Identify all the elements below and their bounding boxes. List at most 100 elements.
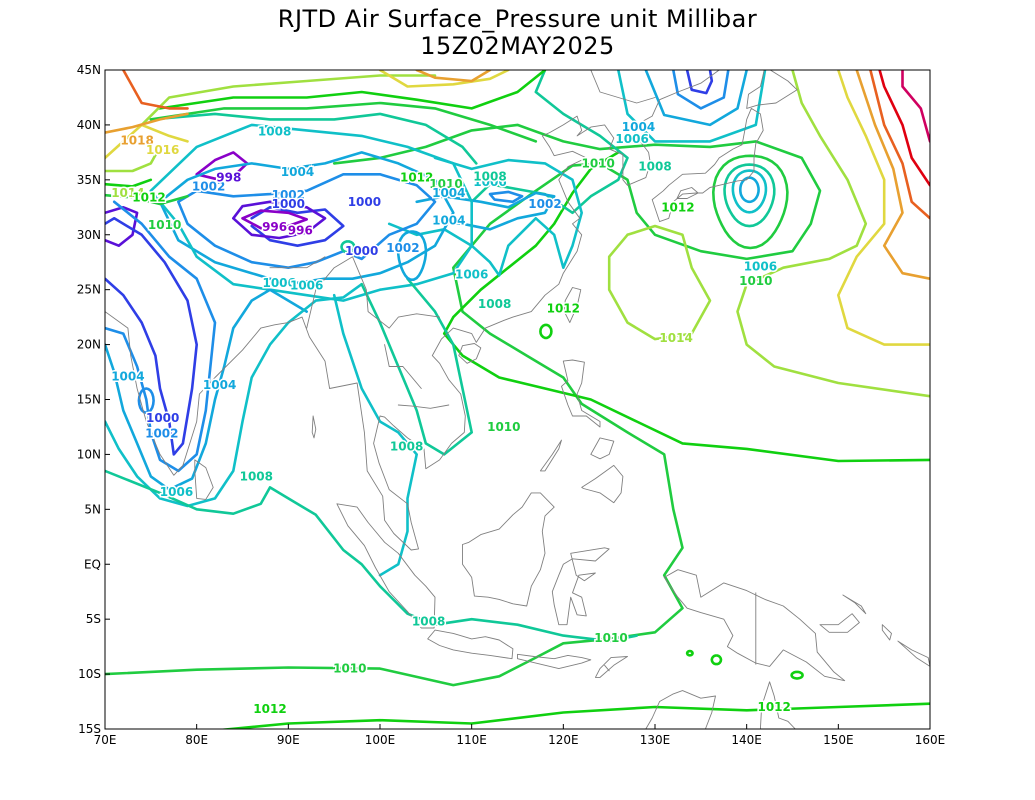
isobar-label: 1004 [622, 120, 655, 134]
isobar-1010 [149, 101, 538, 143]
isobar-1008 [360, 277, 473, 456]
lat-tick-label: 10N [77, 447, 101, 461]
isobar-label: 996 [262, 220, 287, 234]
isobar-label: 1000 [272, 197, 305, 211]
isobar-1018 [415, 70, 492, 83]
isobar-1008 [149, 112, 478, 165]
isobar-label: 1014 [659, 331, 692, 345]
isobar-label: 1002 [528, 197, 561, 211]
isobar-label: 1006 [473, 175, 506, 189]
isobar-1010 [105, 123, 822, 687]
isobar-1024 [901, 70, 930, 143]
isobar-1004 [415, 191, 556, 231]
coastline [645, 690, 716, 729]
coastline [590, 70, 656, 104]
isobar-label: 1012 [661, 200, 694, 214]
isobar-label: 1010 [581, 156, 614, 170]
isobar-1010 [712, 154, 789, 250]
isobar-1002 [672, 70, 730, 110]
lon-tick-label: 90E [277, 733, 300, 747]
coastline [517, 653, 592, 670]
coastline [819, 613, 860, 633]
isobar-label: 1000 [146, 411, 179, 425]
isobar-label: 1004 [281, 165, 314, 179]
isobar-label: 998 [216, 171, 241, 185]
isobar-1008 [470, 70, 629, 215]
isobar-998 [232, 200, 327, 240]
lat-tick-label: 35N [77, 173, 101, 187]
isobar-1014 [105, 145, 162, 173]
lon-tick-label: 140E [731, 733, 762, 747]
isobar-1012 [710, 654, 723, 666]
lon-tick-label: 130E [640, 733, 671, 747]
coastline [746, 70, 798, 109]
isobar-1008 [723, 163, 776, 228]
isobar-label: 1012 [757, 700, 790, 714]
isobar-label: 1008 [240, 469, 273, 483]
coastline [269, 256, 326, 269]
coastline [581, 464, 624, 504]
isobar-1006 [149, 123, 473, 302]
isobar-1008 [340, 240, 356, 254]
isobar-1004 [739, 176, 760, 204]
lat-tick-label: 30N [77, 228, 101, 242]
isobar-label: 1010 [333, 662, 366, 676]
isobar-label: 1006 [744, 260, 777, 274]
isobar-1002 [177, 173, 437, 269]
coastline [676, 187, 699, 199]
coastline [590, 437, 615, 460]
isobar-1014 [736, 70, 930, 398]
isobar-label: 1010 [487, 420, 520, 434]
lat-tick-label: EQ [84, 557, 101, 571]
coastline [194, 459, 214, 500]
isobar-1002 [105, 200, 217, 473]
isobar-1010 [105, 193, 189, 206]
isobar-1014 [607, 224, 712, 341]
isobar-1004 [644, 70, 748, 127]
isobar-label: 1012 [547, 301, 580, 315]
isobar-label: 1010 [148, 218, 181, 232]
isobar-1000 [250, 206, 345, 247]
coastline [397, 404, 450, 409]
isobar-label: 1018 [120, 133, 153, 147]
coastline [551, 547, 610, 626]
isobar-label: 1008 [258, 125, 291, 139]
isobar-label: 1002 [192, 179, 225, 193]
isobar-1004 [105, 288, 308, 491]
isobar-1002 [488, 190, 524, 204]
lon-tick-label: 150E [823, 733, 854, 747]
coastline [352, 256, 441, 329]
coastline-layer [105, 70, 930, 729]
isobar-label: 1010 [739, 274, 772, 288]
isobar-label: 1012 [132, 190, 165, 204]
coastline [427, 629, 514, 660]
isobar-1002 [137, 387, 155, 414]
isobar-label: 1006 [455, 267, 488, 281]
isobar-label: 1006 [290, 278, 323, 292]
isobar-label: 1008 [412, 614, 445, 628]
isobar-label: 1002 [272, 188, 305, 202]
isobar-label: 1000 [348, 195, 381, 209]
coastline [539, 439, 562, 472]
lon-tick-label: 100E [365, 733, 396, 747]
isobar-label: 1012 [253, 702, 286, 716]
isobar-label: 1006 [160, 485, 193, 499]
isobar-1020 [869, 70, 930, 220]
isobar-label: 1016 [146, 143, 179, 157]
coastline [311, 415, 317, 439]
lon-tick-label: 110E [456, 733, 487, 747]
lat-tick-label: 15S [78, 722, 101, 736]
isobar-layer [105, 70, 930, 729]
coastline [563, 287, 582, 324]
plot-frame [104, 69, 931, 730]
isobar-1012 [685, 649, 694, 657]
coastline [384, 344, 422, 389]
isobar-1000 [685, 70, 714, 95]
isobar-label: 1000 [345, 244, 378, 258]
coastline [458, 343, 482, 364]
coastline [897, 640, 930, 667]
coastline [105, 70, 720, 551]
isobar-label: 1012 [400, 171, 433, 185]
lat-tick-label: 20N [77, 338, 101, 352]
